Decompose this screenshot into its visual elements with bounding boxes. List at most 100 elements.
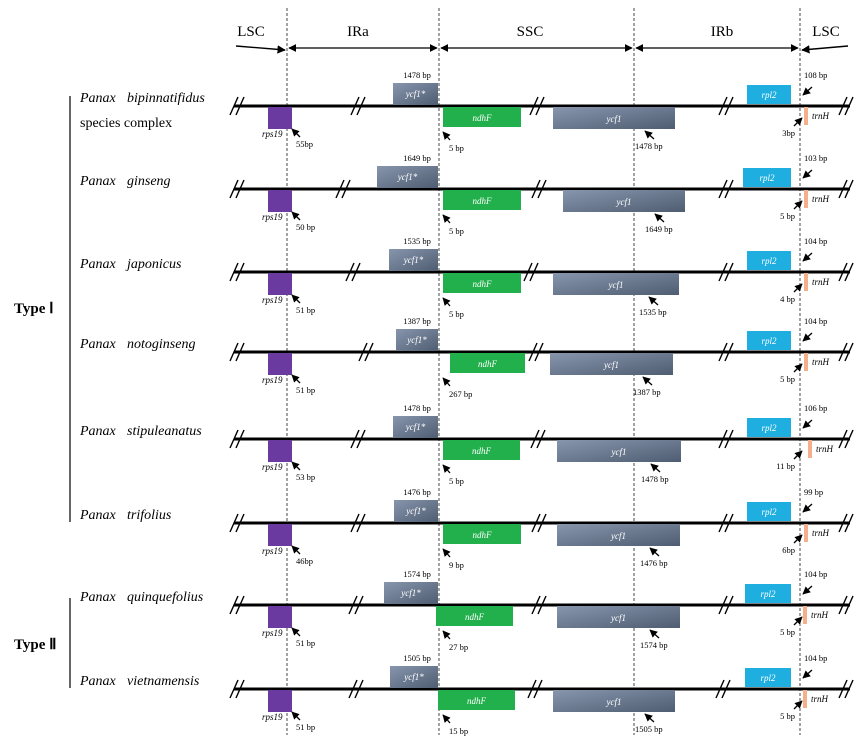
region-label-lsc: LSC xyxy=(812,24,840,40)
bp-ycf1-bottom: 1535 bp xyxy=(639,307,667,317)
species-name: Panax japonicus xyxy=(79,257,182,272)
bp-ycf1-bottom: 1649 bp xyxy=(645,224,673,234)
ndhf-arrow xyxy=(442,464,451,474)
break-slash-right xyxy=(838,262,854,282)
gene-label-rpl2: rpl2 xyxy=(761,507,777,517)
bp-ycf1-top: 1535 bp xyxy=(403,236,431,246)
trnh-arrow xyxy=(793,200,803,210)
gene-label-trnh: trnH xyxy=(812,528,830,538)
gene-label-ycf1: ycf1 xyxy=(606,114,622,124)
bp-ycf1-top: 1649 bp xyxy=(403,153,431,163)
gene-label-ycf1-fragment: ycf1* xyxy=(403,672,424,682)
species-epithet: trifolius xyxy=(127,508,172,523)
bp-rps19: 51 bp xyxy=(296,305,315,315)
break-slash-left xyxy=(229,513,245,533)
break-slash-ssc xyxy=(527,679,543,699)
gene-label-ycf1-fragment: ycf1* xyxy=(397,172,418,182)
bp-ndhf: 5 bp xyxy=(449,476,464,486)
bp-ycf1-top: 1478 bp xyxy=(403,403,431,413)
bp-rps19: 51 bp xyxy=(296,385,315,395)
bp-rpl2: 106 bp xyxy=(804,403,827,413)
species-row: Panax quinquefolius rps19 51 bp ycf1* 1574 bp… xyxy=(79,569,854,652)
bp-rpl2: 104 bp xyxy=(804,569,827,579)
gene-label-ycf1: ycf1 xyxy=(606,697,622,707)
bp-ycf1-bottom: 1574 bp xyxy=(640,640,668,650)
trnh-arrow xyxy=(793,117,803,127)
species-epithet: quinquefolius xyxy=(127,590,204,605)
break-slash-left xyxy=(229,429,245,449)
species-name: Panax bipinnatifidus xyxy=(79,91,205,106)
ycf1-arrow xyxy=(654,213,665,223)
gene-label-rpl2: rpl2 xyxy=(761,336,777,346)
bp-rpl2: 103 bp xyxy=(804,153,827,163)
type-label-2: Type Ⅱ xyxy=(14,637,57,653)
gene-trnh xyxy=(804,353,808,371)
bp-trnh: 4 bp xyxy=(780,294,795,304)
gene-label-rpl2: rpl2 xyxy=(761,256,777,266)
rps19-arrow xyxy=(291,711,301,721)
gene-ndhf xyxy=(443,107,521,127)
rpl2-arrow xyxy=(802,503,813,513)
gene-label-ycf1-fragment: ycf1* xyxy=(403,255,424,265)
bp-rps19: 55bp xyxy=(296,139,313,149)
break-slash-ira xyxy=(335,179,351,199)
gene-ndhf xyxy=(450,353,525,373)
gene-rpl2 xyxy=(747,85,791,104)
bp-rps19: 50 bp xyxy=(296,222,315,232)
gene-ycf1 xyxy=(553,690,675,712)
bp-ycf1-top: 1387 bp xyxy=(403,316,431,326)
gene-rpl2 xyxy=(747,502,791,521)
gene-ndhf xyxy=(436,606,513,626)
gene-label-rps19: rps19 xyxy=(262,129,283,139)
species-name: Panax ginseng xyxy=(79,174,171,189)
bp-rps19: 46bp xyxy=(296,556,313,566)
bp-ycf1-bottom: 1387 bp xyxy=(633,387,661,397)
bp-rpl2: 108 bp xyxy=(804,70,827,80)
species-name: Panax stipuleanatus xyxy=(79,424,202,439)
break-slash-left xyxy=(229,179,245,199)
bp-ndhf: 267 bp xyxy=(449,389,472,399)
ndhf-arrow xyxy=(442,377,451,387)
gene-rps19 xyxy=(268,190,292,212)
rps19-arrow xyxy=(291,545,301,555)
gene-trnh xyxy=(804,524,808,542)
gene-ycf1 xyxy=(563,190,685,212)
species-name: Panax trifolius xyxy=(79,508,172,523)
break-slash-ssc xyxy=(530,429,546,449)
bp-ndhf: 5 bp xyxy=(449,226,464,236)
species-epithet: japonicus xyxy=(125,257,182,272)
break-slash-right xyxy=(838,96,854,116)
species-genus: Panax xyxy=(79,590,117,605)
gene-label-ndhf: ndhF xyxy=(478,359,498,369)
gene-ycf1 xyxy=(557,440,681,462)
break-slash-ssc xyxy=(528,342,544,362)
bp-ycf1-top: 1505 bp xyxy=(403,653,431,663)
break-slash-ssc xyxy=(531,179,547,199)
break-slash-right xyxy=(838,595,854,615)
trnh-arrow xyxy=(793,450,803,460)
break-slash-left xyxy=(229,595,245,615)
rpl2-arrow xyxy=(802,585,813,595)
region-label-ssc: SSC xyxy=(517,24,544,40)
region-label-ira: IRa xyxy=(347,24,369,40)
break-slash-left xyxy=(229,96,245,116)
species-genus: Panax xyxy=(79,674,117,689)
bp-trnh: 5 bp xyxy=(780,627,795,637)
gene-label-ycf1-fragment: ycf1* xyxy=(406,335,427,345)
break-slash-irb xyxy=(718,262,734,282)
break-slash-left xyxy=(229,342,245,362)
gene-label-ndhf: ndhF xyxy=(467,696,487,706)
species-genus: Panax xyxy=(79,424,117,439)
bp-ycf1-top: 1476 bp xyxy=(403,487,431,497)
bp-rps19: 53 bp xyxy=(296,472,315,482)
gene-label-ycf1: ycf1 xyxy=(608,280,624,290)
bp-rpl2: 104 bp xyxy=(804,316,827,326)
rps19-arrow xyxy=(291,627,301,637)
gene-rps19 xyxy=(268,690,292,712)
gene-label-ndhf: ndhF xyxy=(472,446,492,456)
gene-ycf1-fragment xyxy=(393,83,438,105)
gene-label-rps19: rps19 xyxy=(262,295,283,305)
gene-label-trnh: trnH xyxy=(816,444,834,454)
ycf1-arrow xyxy=(644,130,655,140)
